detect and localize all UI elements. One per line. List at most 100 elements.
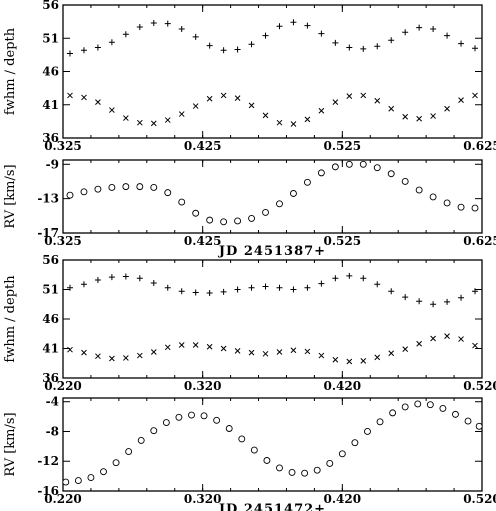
- x-tick-label: 0.320: [184, 492, 222, 506]
- plot-frame: [62, 397, 483, 492]
- x-tick-label: 0.420: [324, 379, 362, 393]
- data-point-plus: [206, 42, 213, 49]
- plot-frame: [62, 159, 483, 234]
- panel-2: 0.325 0.425 0.525 0.625 -9 -13 -17 RV [km/s] JD …: [3, 157, 496, 259]
- y-tick-label: 51: [42, 31, 59, 45]
- data-point-circle: [364, 428, 371, 435]
- data-point-circle: [290, 190, 297, 197]
- data-point-cross: [402, 113, 409, 120]
- y-tick-label: 36: [42, 131, 59, 145]
- data-point-plus: [290, 286, 297, 293]
- x-axis-label: JD 2451472+: [218, 502, 326, 511]
- data-point-cross: [430, 113, 436, 119]
- data-point-plus: [290, 19, 297, 26]
- data-point-cross: [248, 102, 255, 109]
- data-point-plus: [122, 31, 129, 38]
- y-tick-label: 41: [42, 342, 59, 356]
- data-point-circle: [112, 459, 120, 467]
- data-point-cross: [290, 347, 297, 354]
- data-point-cross: [206, 343, 213, 350]
- data-point-cross: [234, 348, 241, 354]
- data-point-plus: [374, 281, 381, 288]
- data-point-cross: [136, 352, 143, 359]
- data-point-plus: [234, 286, 241, 293]
- data-point-circle: [74, 477, 82, 485]
- data-point-circle: [389, 409, 397, 417]
- data-point-circle: [248, 214, 256, 222]
- data-point-plus: [276, 23, 283, 30]
- x-tick-label: 0.520: [463, 379, 496, 393]
- y-axis-label: RV [km/s]: [3, 164, 18, 228]
- x-tick-label: 0.520: [463, 492, 496, 506]
- data-point-circle: [313, 466, 321, 474]
- y-tick-label: 36: [42, 371, 59, 385]
- data-point-circle: [122, 183, 130, 191]
- data-point-circle: [200, 412, 208, 420]
- data-point-circle: [475, 422, 483, 430]
- x-axis-label: JD 2451387+: [218, 244, 326, 259]
- data-point-circle: [80, 188, 88, 196]
- data-point-circle: [471, 204, 479, 212]
- data-point-circle: [426, 401, 434, 409]
- data-point-circle: [439, 404, 447, 412]
- data-point-circle: [175, 413, 183, 421]
- data-point-circle: [262, 208, 269, 216]
- data-point-plus: [430, 25, 437, 32]
- data-point-cross: [472, 342, 478, 349]
- data-point-plus: [136, 23, 143, 30]
- x-tick-label: 0.325: [44, 139, 82, 153]
- data-point-cross: [136, 119, 143, 126]
- x-tick-label: 0.425: [184, 234, 222, 248]
- data-point-plus: [108, 274, 115, 281]
- data-point-plus: [248, 284, 255, 291]
- data-point-cross: [360, 92, 367, 99]
- data-point-cross: [262, 350, 269, 357]
- y-tick-label: -8: [46, 424, 59, 438]
- data-point-cross: [346, 93, 353, 99]
- data-point-cross: [178, 342, 185, 348]
- data-point-plus: [234, 46, 241, 53]
- data-point-circle: [359, 160, 367, 168]
- data-point-circle: [452, 410, 459, 418]
- data-point-circle: [415, 186, 423, 194]
- data-point-cross: [81, 349, 87, 356]
- data-point-plus: [472, 45, 479, 52]
- data-point-cross: [81, 94, 87, 101]
- data-point-plus: [444, 32, 451, 39]
- y-tick-label: -13: [37, 192, 59, 206]
- data-point-plus: [220, 47, 227, 54]
- data-point-cross: [192, 103, 199, 109]
- data-point-circle: [317, 169, 325, 177]
- data-point-cross: [430, 335, 436, 342]
- data-point-circle: [387, 170, 395, 178]
- data-point-plus: [164, 20, 171, 27]
- data-point-plus: [66, 284, 73, 291]
- data-point-cross: [150, 120, 157, 127]
- data-point-cross: [416, 115, 423, 122]
- x-tick-label: 0.625: [463, 139, 496, 153]
- data-point-circle: [464, 417, 472, 425]
- data-point-plus: [472, 288, 479, 295]
- panel-3: 0.220 0.320 0.420 0.520 36 41 46 51 56 fwhm / dep…: [3, 253, 496, 393]
- data-point-cross: [234, 95, 241, 101]
- y-axis-label: fwhm / depth: [3, 275, 18, 363]
- data-point-plus: [178, 288, 185, 295]
- data-point-cross: [67, 346, 73, 353]
- data-point-circle: [188, 411, 195, 419]
- data-point-circle: [429, 193, 437, 201]
- data-point-circle: [125, 448, 133, 456]
- data-point-cross: [360, 358, 367, 364]
- data-point-circle: [443, 199, 451, 207]
- y-axis-label: fwhm / depth: [3, 27, 18, 115]
- data-point-circle: [87, 474, 95, 482]
- data-point-plus: [108, 39, 115, 46]
- data-point-circle: [206, 216, 214, 224]
- data-point-plus: [444, 298, 451, 305]
- data-point-cross: [388, 350, 395, 357]
- y-axis-label: RV [km/s]: [3, 412, 18, 476]
- x-tick-label: 0.625: [463, 234, 496, 248]
- data-point-cross: [444, 105, 450, 112]
- data-point-plus: [360, 275, 367, 282]
- data-point-circle: [331, 163, 339, 171]
- data-point-cross: [220, 345, 227, 352]
